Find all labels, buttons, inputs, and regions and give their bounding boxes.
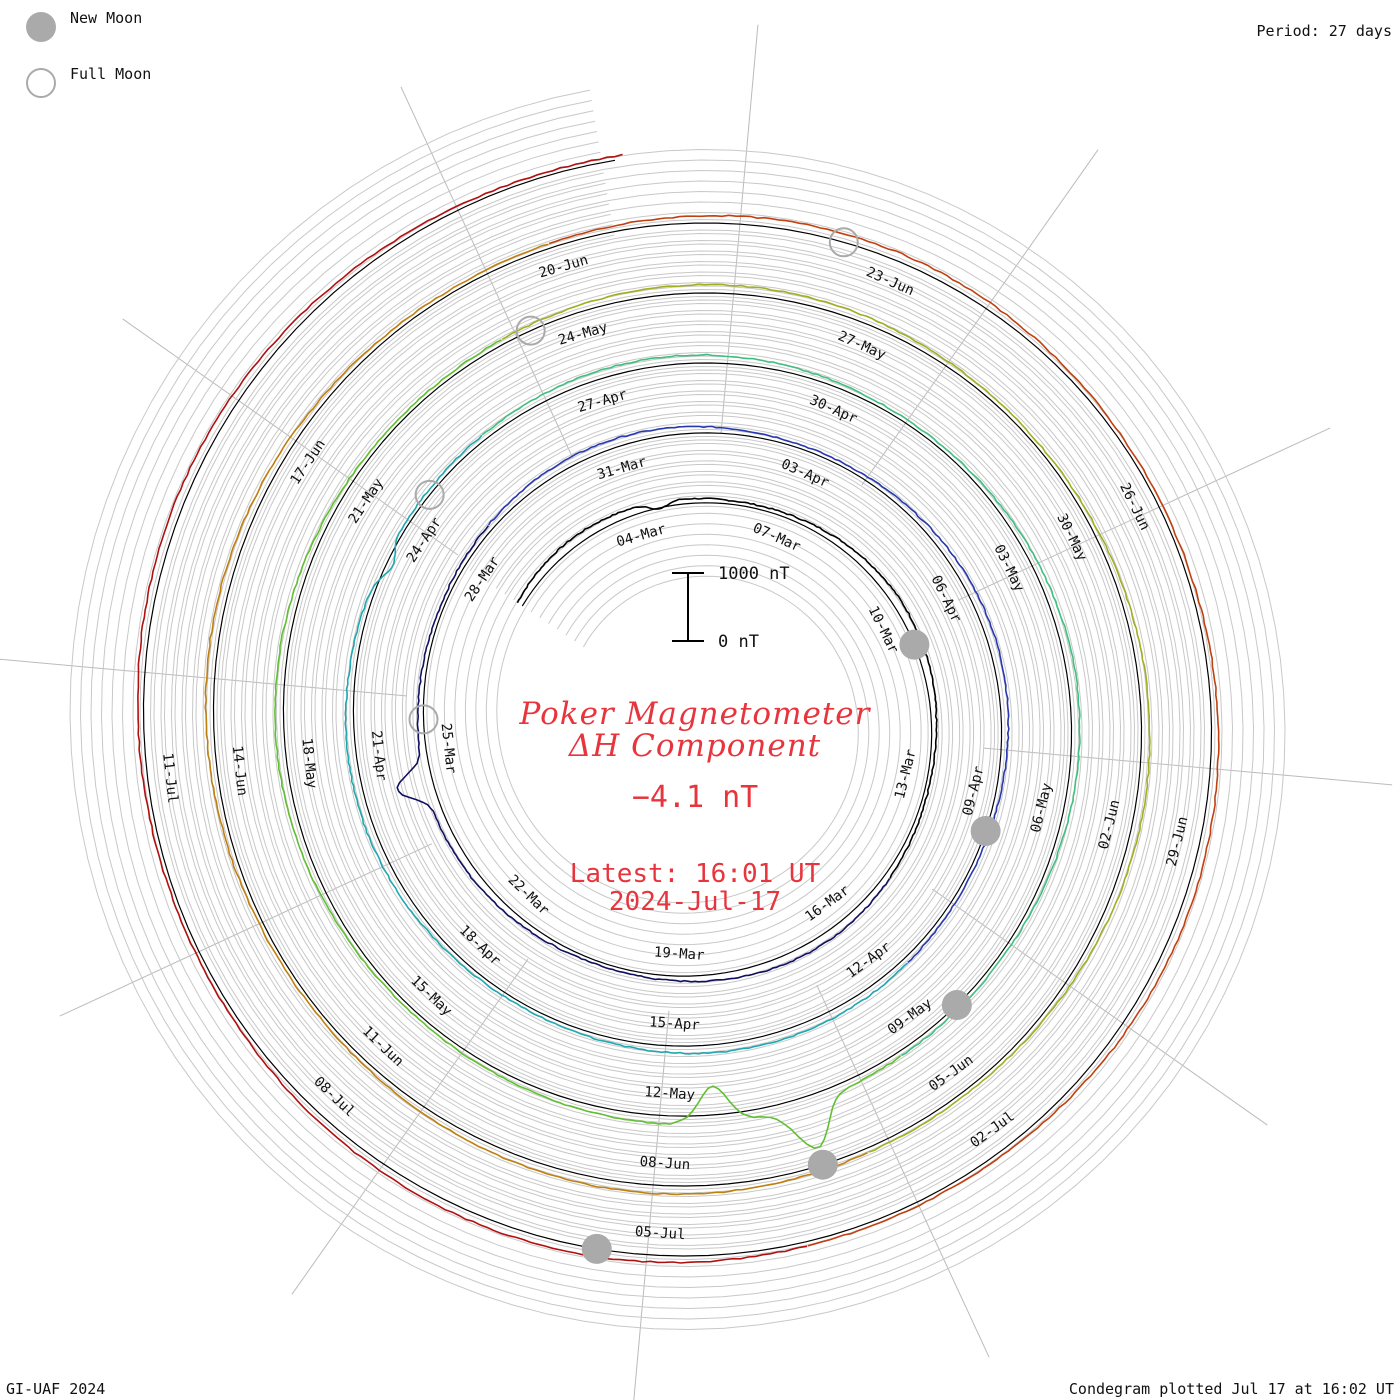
spoke-line (633, 1010, 670, 1400)
spoke-line (957, 427, 1331, 601)
chart-subtitle: ΔH Component (568, 728, 822, 764)
scale-bar-bottom-label: 0 nT (718, 632, 759, 652)
grid-ring (216, 234, 1139, 1184)
new-moon-marker (807, 1149, 838, 1180)
data-trace-segment (481, 353, 1081, 1057)
date-label: 08-Jun (639, 1154, 691, 1173)
spoke-line (816, 984, 990, 1358)
full-moon-marker (408, 704, 439, 735)
full-moon-marker (414, 479, 445, 510)
scale-bar-top-label: 1000 nT (718, 564, 790, 584)
credit-label: GI-UAF 2024 (6, 1380, 106, 1398)
latest-date: 2024-Jul-17 (608, 887, 782, 917)
new-moon-marker (581, 1233, 612, 1264)
date-label: 19-Mar (653, 944, 705, 963)
spoke-line (400, 86, 574, 460)
grid-ring (174, 193, 1181, 1226)
full-moon-marker (828, 227, 859, 258)
data-trace-segment (274, 339, 902, 1149)
spoke-line (983, 747, 1393, 786)
data-trace-segment (137, 153, 808, 1264)
grid-ring (79, 100, 1276, 1320)
grid-ring (100, 120, 1255, 1299)
grid-ring (163, 182, 1192, 1236)
data-trace-segment (396, 525, 891, 983)
data-trace (137, 153, 1220, 1264)
grid-ring (153, 172, 1202, 1247)
period-label: Period: 27 days (1256, 22, 1392, 40)
latest-block: Latest: 16:01 UT 2024-Jul-17 (520, 860, 870, 916)
date-label: 12-May (644, 1084, 696, 1103)
data-trace-segment (548, 214, 1220, 1247)
chart-title: Poker Magnetometer (519, 696, 871, 732)
data-trace-segment (344, 434, 909, 1055)
date-label: 21-Apr (368, 730, 389, 782)
grid-ring (121, 141, 1234, 1278)
full-moon-marker (515, 315, 546, 346)
new-moon-marker (941, 990, 972, 1021)
new-moon-marker (970, 816, 1001, 847)
spoke-line (0, 658, 407, 697)
current-value: −4.1 nT (631, 780, 759, 815)
spoke-line (59, 843, 433, 1017)
plotted-timestamp: Condegram plotted Jul 17 at 16:02 UT (1068, 1380, 1394, 1398)
date-label: 18-May (298, 737, 319, 789)
data-trace-segment (204, 243, 869, 1196)
grid-ring (90, 110, 1265, 1310)
date-label: 15-Apr (649, 1014, 701, 1033)
date-label: 14-Jun (229, 745, 250, 797)
new-moon-icon (26, 12, 56, 42)
baseline-spiral (142, 159, 1213, 1257)
title-block: Poker Magnetometer ΔH Component −4.1 nT (490, 698, 900, 815)
date-label: 25-Mar (438, 722, 459, 774)
spoke-line (720, 24, 759, 434)
legend-new-moon: New Moon (26, 9, 143, 42)
legend-new-moon-label: New Moon (70, 9, 143, 27)
new-moon-marker (899, 629, 930, 660)
date-label: 11-Jul (159, 752, 180, 804)
data-trace-segment (501, 283, 1151, 1153)
legend-full-moon-label: Full Moon (70, 65, 152, 83)
grid-ring (184, 203, 1171, 1215)
baseline-spiral-line (142, 159, 1213, 1257)
full-moon-icon (26, 68, 56, 98)
moon-markers (408, 227, 1001, 1264)
scale-bar: 1000 nT 0 nT (672, 564, 790, 652)
grid-ring (195, 213, 1160, 1205)
grid-ring (111, 131, 1244, 1289)
latest-time: Latest: 16:01 UT (569, 859, 821, 889)
date-label: 05-Jul (634, 1224, 686, 1243)
data-trace-segment (516, 497, 938, 879)
legend-full-moon: Full Moon (26, 65, 152, 98)
data-trace-segment (487, 425, 1010, 964)
